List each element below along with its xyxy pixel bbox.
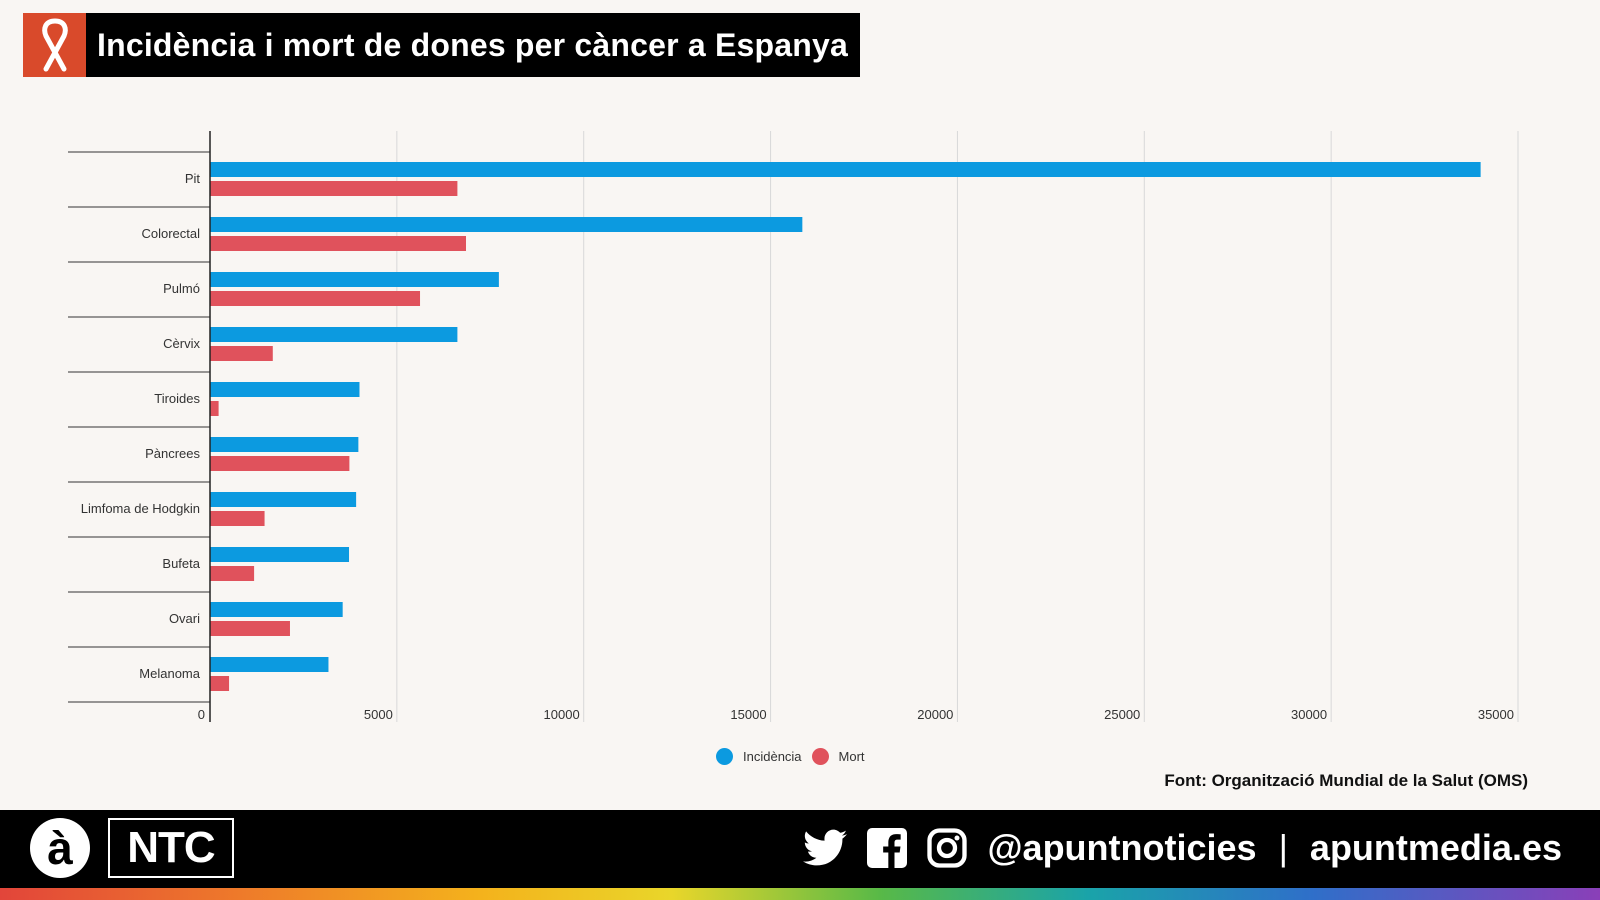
category-label: Melanoma <box>139 666 200 681</box>
legend-item-incidence: Incidència <box>716 748 802 765</box>
bar-death-0 <box>210 181 458 196</box>
chart-legend: Incidència Mort <box>716 748 875 765</box>
bar-incidence-9 <box>210 657 329 672</box>
category-label: Cèrvix <box>163 336 200 351</box>
legend-dot-death <box>811 748 829 765</box>
x-tick-label-15000: 15000 <box>730 707 766 722</box>
bar-death-7 <box>210 566 255 581</box>
source-note: Font: Organització Mundial de la Salut (… <box>1164 771 1528 790</box>
x-tick-label-25000: 25000 <box>1104 707 1140 722</box>
bar-incidence-4 <box>210 382 360 397</box>
website-link[interactable]: apuntmedia.es <box>1309 827 1562 868</box>
bar-incidence-7 <box>210 547 350 562</box>
bar-death-8 <box>210 621 290 636</box>
x-tick-label-0: 0 <box>198 707 205 722</box>
apunt-logo: à <box>30 818 90 878</box>
bar-death-5 <box>210 456 350 471</box>
social-links: @apuntnoticies | apuntmedia.es <box>803 816 1562 880</box>
legend-item-death: Mort <box>811 748 865 765</box>
category-label: Pit <box>185 171 201 186</box>
category-label: Colorectal <box>141 226 200 241</box>
x-tick-label-20000: 20000 <box>917 707 953 722</box>
x-tick-label-10000: 10000 <box>544 707 580 722</box>
bar-death-6 <box>210 511 265 526</box>
bar-chart: 0 5000 10000 15000 20000 25000 30000 35000 Pit Co… <box>68 131 1519 722</box>
legend-label-death: Mort <box>838 749 865 764</box>
footer-separator: | <box>1278 827 1288 868</box>
twitter-icon[interactable] <box>803 829 848 867</box>
category-label: Limfoma de Hodgkin <box>81 501 200 516</box>
cancer-ribbon-icon <box>23 13 86 77</box>
bar-incidence-1 <box>210 217 803 232</box>
bar-incidence-8 <box>210 602 343 617</box>
bar-death-3 <box>210 346 273 361</box>
category-label: Bufeta <box>162 556 200 571</box>
page-title: Incidència i mort de dones per càncer a … <box>86 13 861 77</box>
facebook-icon[interactable] <box>867 828 908 868</box>
x-tick-label-35000: 35000 <box>1478 707 1514 722</box>
footer-bar <box>0 810 1600 888</box>
x-tick-label-5000: 5000 <box>364 707 393 722</box>
bar-incidence-2 <box>210 272 499 287</box>
bar-incidence-6 <box>210 492 357 507</box>
legend-label-incidence: Incidència <box>743 749 802 764</box>
rainbow-stripe <box>0 888 1600 900</box>
bar-incidence-3 <box>210 327 458 342</box>
category-label: Tiroides <box>154 391 200 406</box>
legend-dot-incidence <box>716 748 733 765</box>
bar-death-4 <box>210 401 219 416</box>
bar-incidence-0 <box>210 162 1481 177</box>
ntc-logo: NTC <box>108 818 234 878</box>
bar-death-2 <box>210 291 421 306</box>
category-label: Pàncrees <box>145 446 200 461</box>
x-tick-label-30000: 30000 <box>1291 707 1327 722</box>
category-label: Ovari <box>169 611 200 626</box>
bar-incidence-5 <box>210 437 359 452</box>
bar-death-1 <box>210 236 466 251</box>
instagram-icon[interactable] <box>927 828 968 868</box>
social-handle[interactable]: @apuntnoticies <box>987 827 1257 868</box>
title-banner: Incidència i mort de dones per càncer a … <box>23 13 861 77</box>
category-label: Pulmó <box>163 281 200 296</box>
bar-death-9 <box>210 676 230 691</box>
